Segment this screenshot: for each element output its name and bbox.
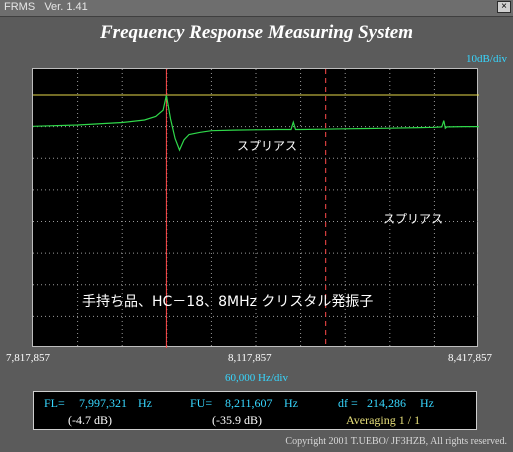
annotation-sample-description: 手持ち品、HC－18、8MHz クリスタル発振子 — [82, 294, 374, 310]
averaging-status: Averaging 1 / 1 — [346, 413, 421, 427]
marker-readout-panel: FL= 7,997,321 Hz (-4.7 dB) FU= 8,211,607… — [33, 391, 477, 430]
df-label: df = — [338, 396, 358, 410]
x-tick-center: 8,117,857 — [228, 352, 272, 364]
df-value: 214,286 — [367, 396, 406, 410]
fl-unit: Hz — [138, 396, 152, 410]
x-scale-label: 60,000 Hz/div — [225, 372, 288, 384]
fu-label: FU= — [190, 396, 213, 410]
title-bar: FRMS Ver. 1.41 × — [0, 0, 513, 17]
app-title: Frequency Response Measuring System — [100, 22, 413, 43]
y-scale-label: 10dB/div — [466, 53, 507, 65]
fl-db: (-4.7 dB) — [68, 413, 112, 427]
fl-value: 7,997,321 — [79, 396, 127, 410]
annotation-spurious-2: スプリアス — [383, 212, 444, 226]
x-tick-right: 8,417,857 — [448, 352, 492, 364]
x-tick-left: 7,817,857 — [6, 352, 50, 364]
copyright-notice: Copyright 2001 T.UEBO/ JF3HZB, All right… — [285, 436, 507, 447]
fu-value: 8,211,607 — [225, 396, 273, 410]
fl-label: FL= — [44, 396, 65, 410]
window-title: FRMS Ver. 1.41 — [4, 1, 88, 13]
fu-unit: Hz — [284, 396, 298, 410]
response-chart — [33, 69, 479, 348]
close-button[interactable]: × — [497, 1, 511, 13]
df-unit: Hz — [420, 396, 434, 410]
plot-area — [32, 68, 479, 348]
fu-db: (-35.9 dB) — [212, 413, 262, 427]
annotation-spurious-1: スプリアス — [237, 139, 298, 153]
response-trace — [33, 95, 479, 152]
